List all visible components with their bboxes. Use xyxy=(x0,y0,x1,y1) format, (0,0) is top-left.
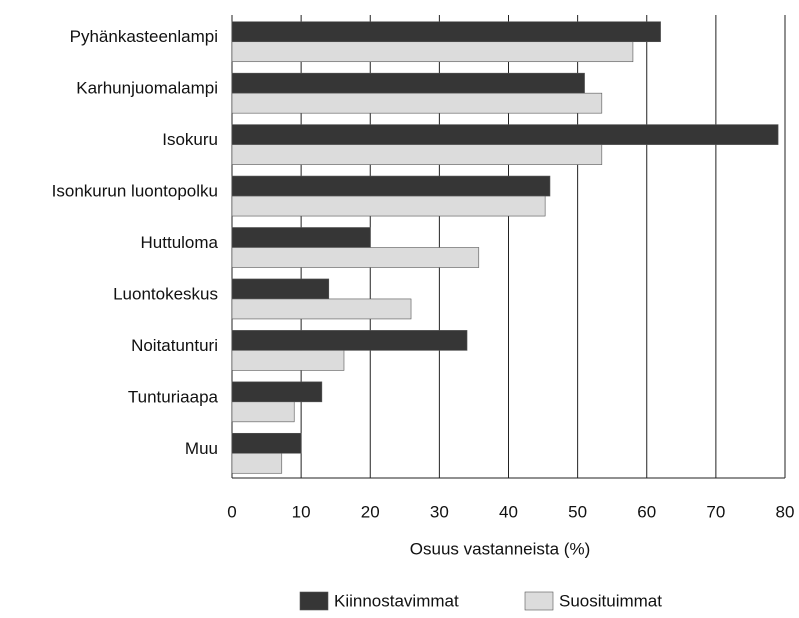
bar xyxy=(231,41,634,63)
bar xyxy=(231,278,330,300)
bar xyxy=(231,298,412,320)
bar xyxy=(231,175,551,197)
bar xyxy=(231,452,283,474)
legend-label: Kiinnostavimmat xyxy=(334,591,459,610)
x-axis-label: Osuus vastanneista (%) xyxy=(410,539,590,558)
x-tick-label: 20 xyxy=(361,502,380,521)
bar xyxy=(231,144,603,165)
y-tick-label: Luontokeskus xyxy=(113,284,218,303)
x-tick-label: 70 xyxy=(706,502,725,521)
x-tick-label: 0 xyxy=(227,502,236,521)
bar xyxy=(231,227,371,248)
y-tick-label: Karhunjuomalampi xyxy=(76,79,218,98)
y-tick-label: Isonkurun luontopolku xyxy=(52,182,218,201)
bar xyxy=(231,124,779,145)
x-tick-label: 30 xyxy=(430,502,449,521)
y-tick-label: Muu xyxy=(185,439,218,458)
bar xyxy=(231,247,480,268)
x-tick-label: 50 xyxy=(568,502,587,521)
x-tick-label: 80 xyxy=(776,502,795,521)
bar xyxy=(231,401,295,423)
legend-swatch xyxy=(299,591,329,611)
bar xyxy=(231,381,323,403)
bar xyxy=(231,330,468,351)
bar xyxy=(231,72,585,94)
x-tick-label: 60 xyxy=(637,502,656,521)
legend-label: Suosituimmat xyxy=(559,591,662,610)
y-tick-label: Huttuloma xyxy=(141,233,219,252)
legend-swatch xyxy=(524,591,554,611)
x-tick-label: 10 xyxy=(292,502,311,521)
y-tick-label: Pyhänkasteenlampi xyxy=(70,27,218,46)
bar xyxy=(231,195,546,217)
bar xyxy=(231,21,661,43)
y-tick-label: Tunturiaapa xyxy=(128,387,219,406)
y-tick-label: Noitatunturi xyxy=(131,336,218,355)
y-tick-label: Isokuru xyxy=(162,130,218,149)
bar xyxy=(231,432,302,454)
bar xyxy=(231,92,603,114)
x-tick-label: 40 xyxy=(499,502,518,521)
bar xyxy=(231,350,345,371)
